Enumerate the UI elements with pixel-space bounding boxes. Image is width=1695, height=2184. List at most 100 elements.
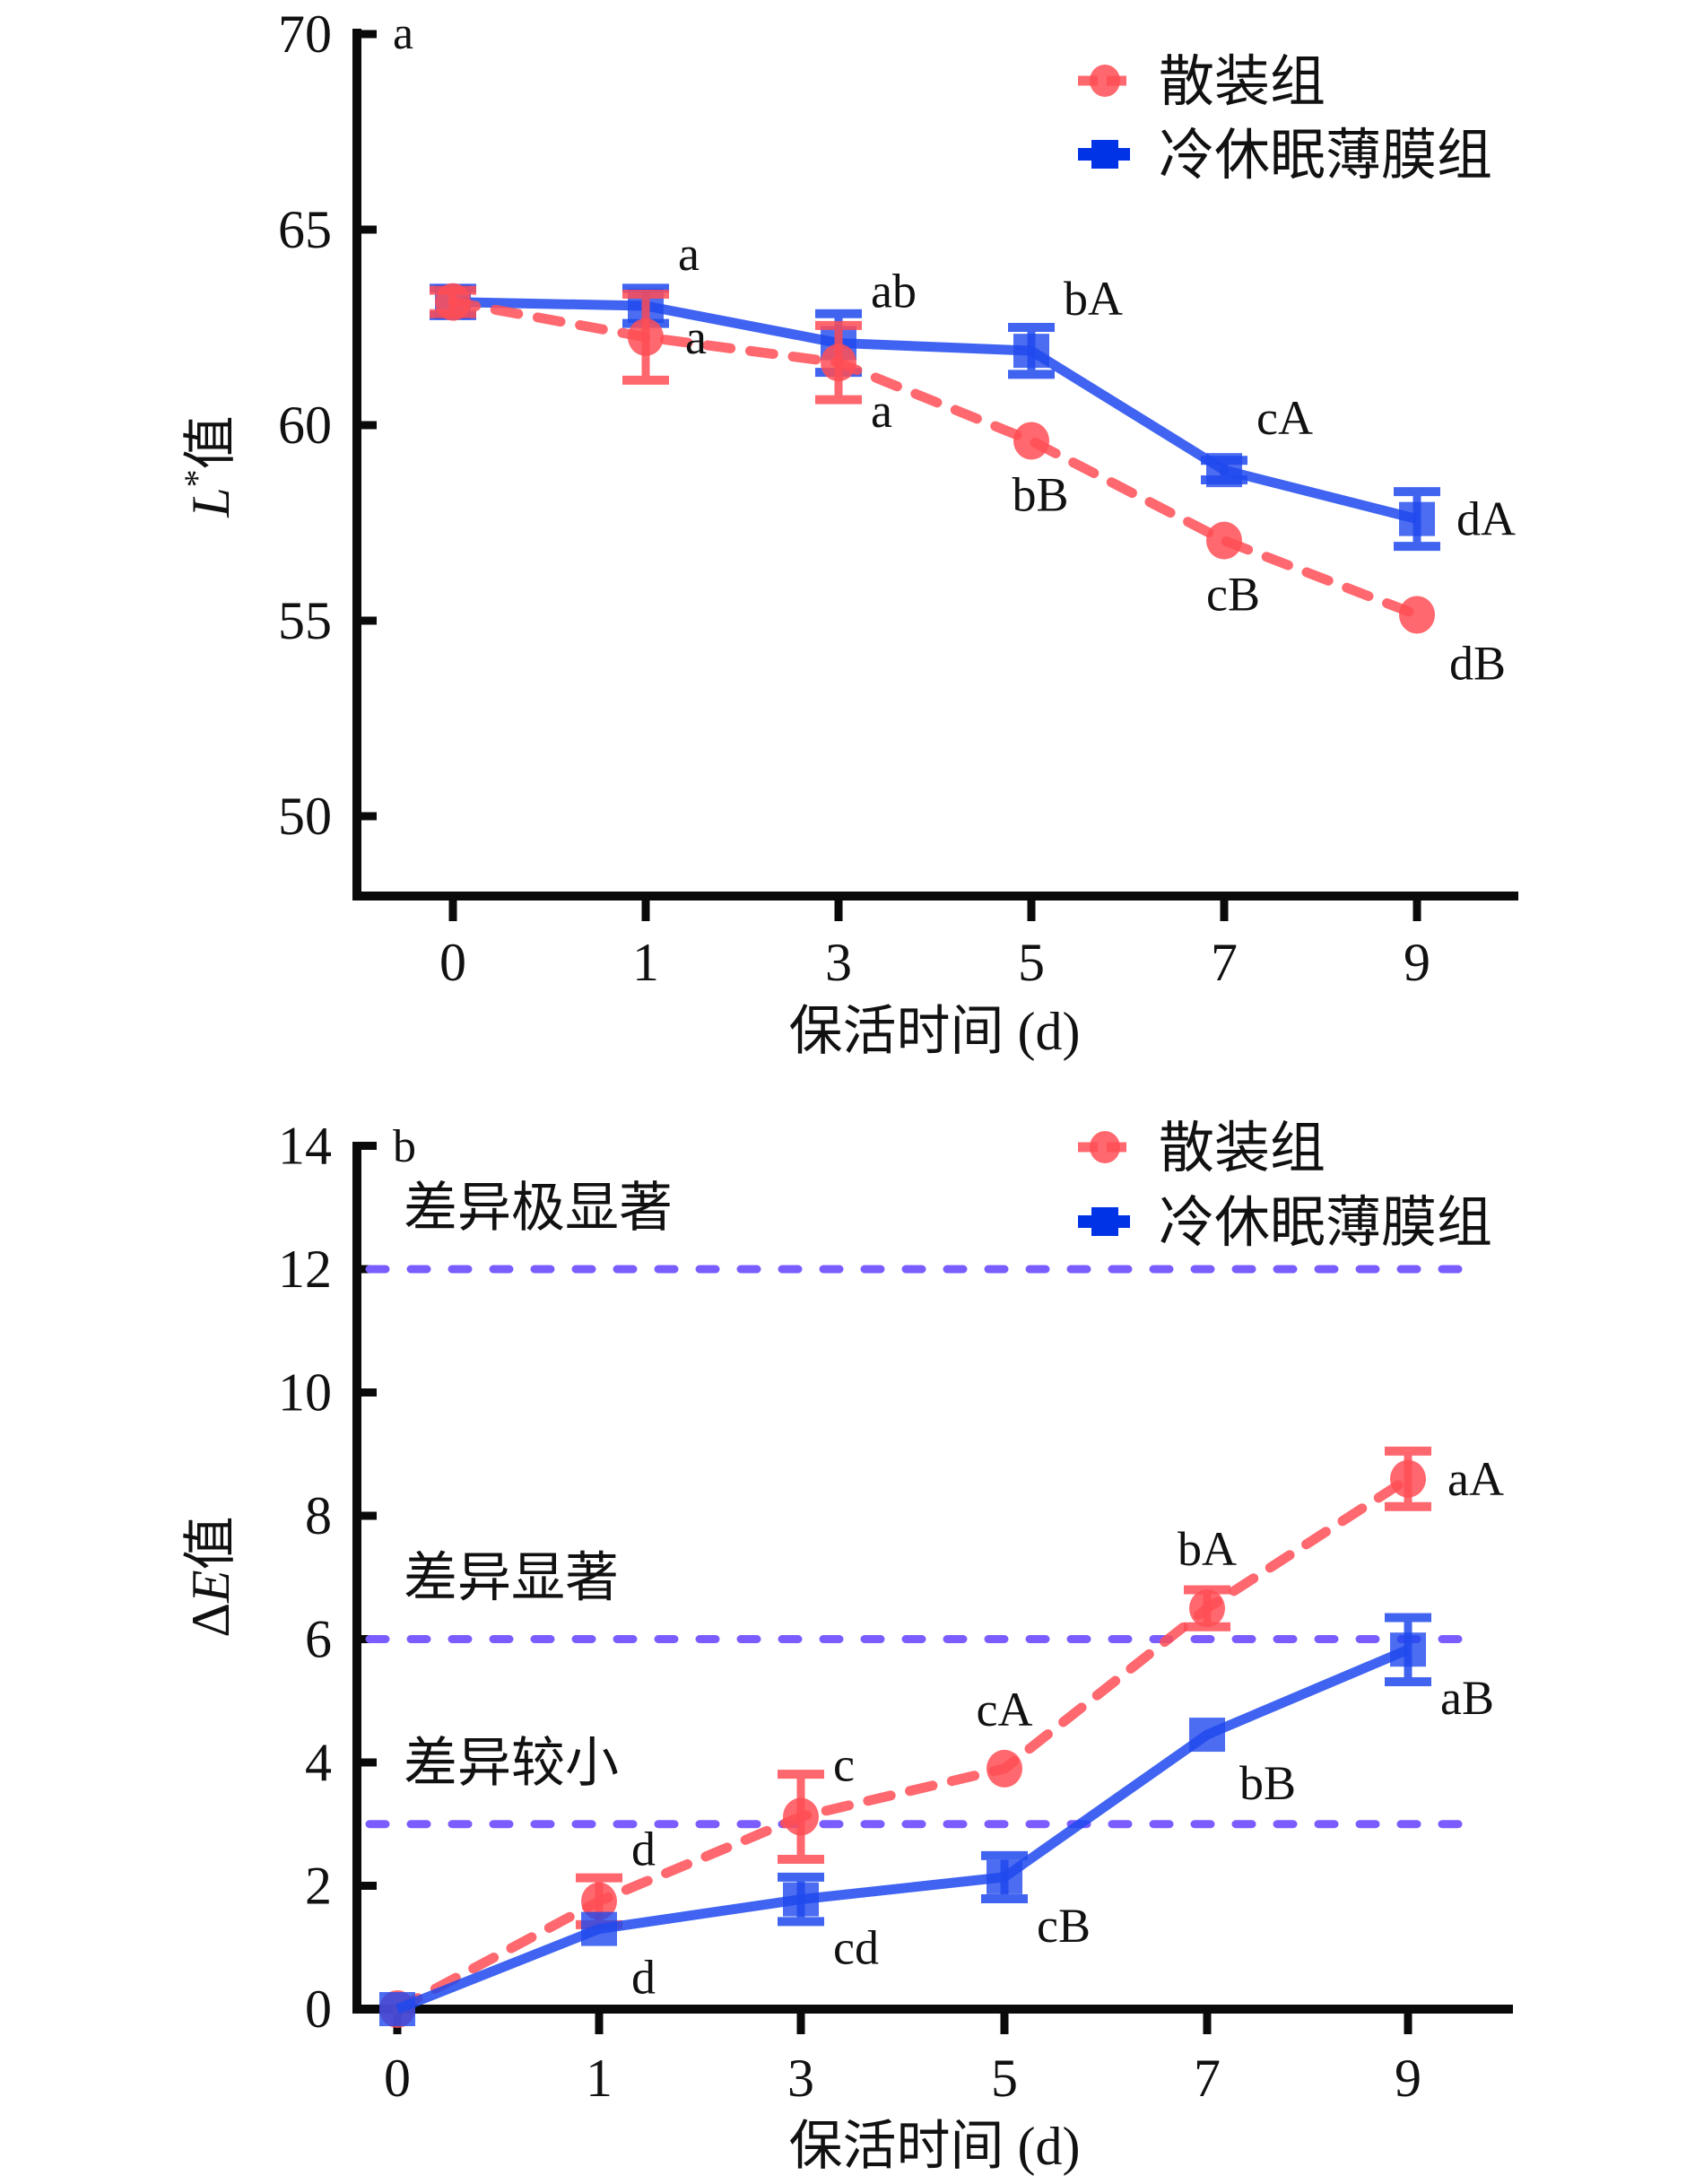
significance-label: a — [678, 227, 700, 281]
data-point-square — [379, 1992, 415, 2026]
data-point-square — [1390, 1632, 1426, 1667]
data-point-circle — [1013, 422, 1049, 460]
y-tick-label: 14 — [278, 1117, 332, 1176]
legend-item-film: 冷休眠薄膜组 — [1078, 1193, 1492, 1254]
legend-square-icon — [1091, 1207, 1118, 1236]
x-tick-label: 1 — [586, 2049, 613, 2108]
data-point-circle — [821, 344, 856, 382]
data-point-circle — [1390, 1459, 1426, 1498]
y-axis-title-variable: L — [181, 487, 240, 518]
y-tick-label: 10 — [278, 1363, 332, 1423]
y-tick-label: 65 — [278, 200, 332, 259]
data-point-square — [581, 1911, 617, 1946]
significance-label: d — [631, 1951, 656, 2005]
y-tick-label: 0 — [305, 1980, 332, 2039]
panel-letter: a — [393, 8, 413, 59]
legend-item-bulk: 散装组 — [1078, 52, 1326, 113]
data-point-square — [1013, 334, 1049, 369]
data-point-square — [987, 1859, 1022, 1894]
significance-label: a — [685, 310, 707, 364]
series-film: a ab bA cA dA — [430, 227, 1516, 552]
legend-square-icon — [1091, 140, 1118, 169]
x-tick-label: 5 — [1018, 933, 1045, 992]
y-tick-label: 60 — [278, 396, 332, 455]
data-point-circle — [581, 1882, 617, 1920]
x-axis-title: 保活时间 (d) — [789, 1002, 1081, 1061]
x-tick-label: 0 — [439, 933, 466, 992]
series-line-film — [395, 1645, 1411, 2014]
data-point-circle — [1399, 596, 1435, 634]
reference-line-label: 差异较小 — [404, 1734, 619, 1793]
y-tick-label: 50 — [278, 787, 332, 846]
y-tick-label: 6 — [305, 1610, 332, 1669]
significance-label: a — [871, 384, 892, 438]
reference-line-label: 差异极显著 — [404, 1179, 673, 1238]
significance-label: cd — [833, 1921, 879, 1975]
significance-label: cB — [1037, 1899, 1091, 1953]
data-point-square — [1189, 1718, 1225, 1753]
significance-label: c — [833, 1738, 855, 1792]
significance-label: ab — [871, 264, 917, 318]
significance-label: dA — [1456, 492, 1516, 546]
x-tick-label: 0 — [384, 2049, 411, 2108]
significance-label: aA — [1447, 1452, 1504, 1506]
x-tick-label: 7 — [1211, 933, 1238, 992]
reference-line-label: 差异显著 — [404, 1549, 619, 1608]
x-tick-label: 3 — [787, 2049, 814, 2108]
data-point-circle — [987, 1749, 1022, 1788]
significance-label: d — [631, 1823, 656, 1876]
y-tick-label: 12 — [278, 1240, 332, 1299]
y-axis-title-superscript: * — [177, 469, 217, 487]
y-axis-title: ΔE值 — [181, 1516, 240, 1637]
y-axis-title-prefix: Δ — [181, 1603, 240, 1638]
y-tick-label: 70 — [278, 4, 332, 64]
panel-b-chart: 0 2 4 6 8 10 12 14 0 1 3 5 7 9 保活时间 (d) ΔE值 b 差异极显著差异显著差异… — [181, 1117, 1513, 2176]
y-axis-title-unit: 值 — [181, 1516, 240, 1570]
series-line-bulk — [392, 1474, 1413, 2014]
data-point-square — [783, 1882, 819, 1917]
series-bulk: a a bB cB dB — [430, 283, 1506, 690]
significance-label: bA — [1064, 272, 1123, 326]
significance-label: cA — [977, 1683, 1033, 1736]
data-point-circle — [435, 283, 471, 321]
series-line-bulk — [448, 297, 1422, 620]
data-point-square — [1399, 501, 1435, 536]
significance-label: dB — [1449, 636, 1506, 690]
y-tick-label: 8 — [305, 1486, 332, 1545]
series-line-film — [452, 297, 1419, 524]
x-tick-label: 5 — [991, 2049, 1018, 2108]
legend-circle-icon — [1090, 1131, 1120, 1163]
data-point-circle — [1189, 1589, 1225, 1628]
y-axis-title: L*值 — [177, 415, 240, 518]
data-point-circle — [1206, 521, 1242, 560]
legend-item-bulk: 散装组 — [1078, 1118, 1326, 1179]
x-tick-label: 7 — [1194, 2049, 1221, 2108]
legend-label: 散装组 — [1159, 1118, 1326, 1179]
legend-circle-icon — [1090, 65, 1120, 97]
significance-label: aB — [1440, 1671, 1494, 1725]
data-point-square — [1206, 453, 1242, 488]
significance-label: cB — [1206, 568, 1260, 622]
y-axis-title-variable: E — [181, 1570, 240, 1604]
panel-letter: b — [393, 1121, 416, 1172]
significance-label: bB — [1012, 467, 1068, 521]
legend-item-film: 冷休眠薄膜组 — [1078, 126, 1492, 187]
x-tick-label: 9 — [1404, 933, 1430, 992]
significance-label: bA — [1178, 1522, 1237, 1576]
data-point-circle — [628, 318, 664, 356]
y-tick-label: 55 — [278, 591, 332, 650]
significance-label: bB — [1239, 1756, 1296, 1810]
y-axis-title-unit: 值 — [181, 415, 240, 469]
y-tick-label: 2 — [305, 1857, 332, 1916]
x-tick-label: 3 — [825, 933, 852, 992]
x-tick-label: 1 — [632, 933, 659, 992]
y-tick-label: 4 — [305, 1733, 332, 1792]
legend-label: 散装组 — [1159, 52, 1326, 113]
series-bulk: d c cA bA aA — [379, 1446, 1504, 2028]
legend-label: 冷休眠薄膜组 — [1159, 126, 1492, 187]
significance-label: cA — [1256, 391, 1313, 445]
